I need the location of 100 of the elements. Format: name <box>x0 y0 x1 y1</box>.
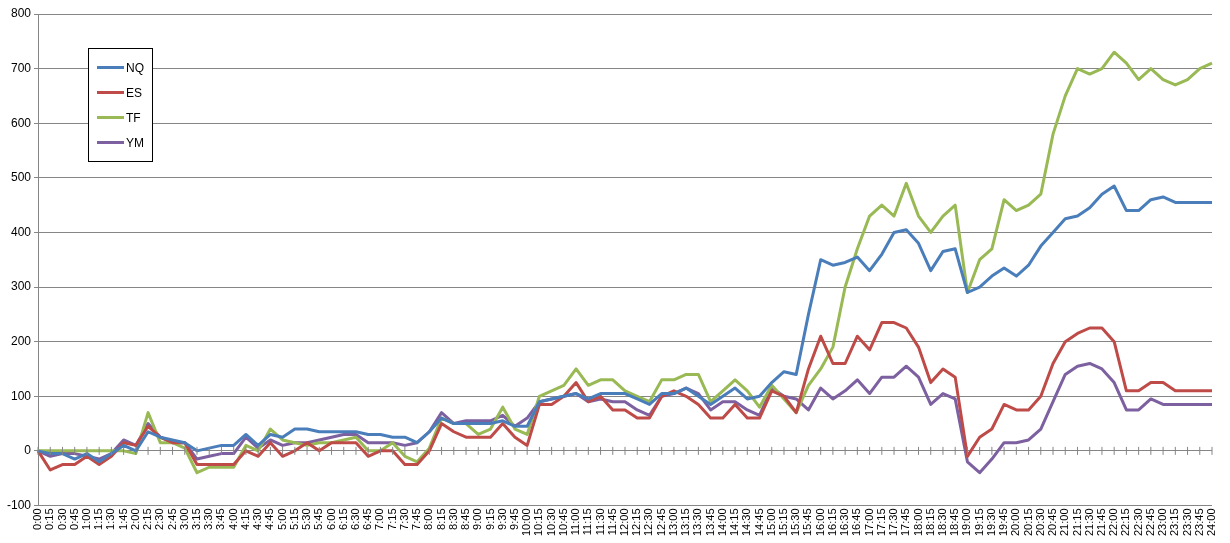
x-tick-label: 3:30 <box>202 508 215 530</box>
x-tick-label: 17:45 <box>899 508 912 536</box>
x-tick-label: 23:45 <box>1192 508 1205 536</box>
x-tick-label: 16:30 <box>838 508 851 536</box>
x-tick-label: 20:45 <box>1046 508 1059 536</box>
x-tick-label: 20:00 <box>1009 508 1022 536</box>
x-tick-label: 13:45 <box>703 508 716 536</box>
x-tick-label: 7:30 <box>397 508 410 530</box>
x-tick-label: 8:15 <box>434 508 447 530</box>
x-tick-label: 10:00 <box>520 508 533 536</box>
x-tick-label: 2:45 <box>165 508 178 530</box>
x-tick-label: 3:45 <box>214 508 227 530</box>
x-tick-label: 12:15 <box>630 508 643 536</box>
x-tick-label: 20:15 <box>1021 508 1034 536</box>
y-tick-label: 400 <box>10 224 32 239</box>
x-tick-label: 6:30 <box>349 508 361 530</box>
x-tick-label: 21:00 <box>1058 508 1071 536</box>
x-tick-label: 12:00 <box>618 508 631 536</box>
x-tick-label: 21:15 <box>1070 508 1083 536</box>
x-tick-label: 16:45 <box>850 508 863 536</box>
x-tick-label: 18:00 <box>911 508 924 536</box>
x-tick-label: 21:45 <box>1094 508 1107 536</box>
y-tick-label: 0 <box>24 443 32 458</box>
legend-label: ES <box>126 85 143 100</box>
x-tick-label: 15:45 <box>801 508 814 536</box>
x-tick-label: 3:15 <box>190 508 203 530</box>
x-tick-label: 5:15 <box>287 508 300 530</box>
x-tick-label: 10:30 <box>544 508 557 536</box>
x-tick-label: 23:15 <box>1168 508 1181 536</box>
x-tick-label: 1:00 <box>79 508 92 530</box>
x-tick-label: 4:00 <box>226 508 239 530</box>
y-tick-label: -100 <box>6 497 32 512</box>
x-tick-label: 18:15 <box>923 508 936 536</box>
y-tick-label: 100 <box>10 388 32 403</box>
x-tick-label: 15:00 <box>764 508 777 536</box>
y-tick-label: 700 <box>10 60 32 75</box>
x-tick-label: 22:15 <box>1119 508 1132 536</box>
x-tick-label: 16:00 <box>813 508 826 536</box>
x-tick-label: 5:45 <box>312 508 325 530</box>
x-tick-label: 9:15 <box>483 508 496 530</box>
x-tick-label: 15:30 <box>789 508 802 536</box>
x-tick-label: 9:30 <box>495 508 508 530</box>
x-tick-label: 4:15 <box>238 508 251 530</box>
x-tick-label: 14:30 <box>740 508 753 536</box>
y-tick-label: 500 <box>10 170 32 185</box>
x-tick-label: 0:45 <box>67 508 80 530</box>
x-tick-label: 22:45 <box>1143 508 1156 536</box>
y-tick-label: 800 <box>10 6 32 21</box>
x-tick-label: 18:30 <box>935 508 948 536</box>
x-tick-label: 0:30 <box>55 508 68 530</box>
x-tick-label: 21:30 <box>1082 508 1095 536</box>
x-tick-label: 4:45 <box>263 508 276 530</box>
x-tick-label: 2:30 <box>153 508 166 530</box>
x-tick-label: 19:30 <box>984 508 997 536</box>
x-tick-label: 18:45 <box>948 508 961 536</box>
x-tick-label: 23:00 <box>1156 508 1169 536</box>
x-tick-label: 13:30 <box>691 508 704 536</box>
x-tick-label: 7:00 <box>373 508 386 530</box>
x-tick-label: 6:00 <box>324 508 337 530</box>
x-tick-label: 11:15 <box>581 508 594 536</box>
legend-label: NQ <box>126 60 144 75</box>
x-tick-label: 8:00 <box>422 508 435 530</box>
x-tick-label: 4:30 <box>251 508 264 530</box>
y-tick-label: 600 <box>10 115 32 130</box>
x-tick-label: 11:30 <box>593 508 606 536</box>
x-tick-label: 11:45 <box>605 508 618 536</box>
x-tick-label: 1:15 <box>92 508 105 530</box>
x-tick-label: 7:15 <box>385 508 398 530</box>
x-tick-label: 2:00 <box>128 508 141 530</box>
x-tick-label: 3:00 <box>177 508 190 530</box>
x-tick-label: 12:30 <box>642 508 655 536</box>
x-tick-label: 23:30 <box>1180 508 1193 536</box>
y-tick-label: 200 <box>10 333 32 348</box>
x-tick-label: 7:45 <box>410 508 423 530</box>
x-tick-label: 12:45 <box>654 508 667 536</box>
x-tick-label: 10:45 <box>556 508 569 536</box>
x-tick-label: 19:15 <box>972 508 985 536</box>
x-tick-label: 1:45 <box>116 508 129 530</box>
x-tick-label: 19:45 <box>997 508 1010 536</box>
legend-label: YM <box>126 135 144 150</box>
x-tick-label: 11:00 <box>569 508 582 536</box>
x-tick-label: 15:15 <box>777 508 790 536</box>
x-tick-label: 0:00 <box>31 508 44 530</box>
x-tick-label: 19:00 <box>960 508 973 536</box>
x-tick-label: 14:15 <box>728 508 741 536</box>
legend-label: TF <box>126 110 141 125</box>
x-tick-label: 17:15 <box>874 508 887 536</box>
x-tick-label: 8:45 <box>459 508 472 530</box>
x-tick-label: 9:45 <box>507 508 520 530</box>
x-tick-label: 5:00 <box>275 508 288 530</box>
x-tick-label: 13:15 <box>679 508 692 536</box>
x-tick-label: 9:00 <box>471 508 484 530</box>
y-tick-label: 300 <box>10 279 32 294</box>
x-tick-label: 14:00 <box>715 508 728 536</box>
x-tick-label: 8:30 <box>446 508 459 530</box>
x-tick-label: 17:00 <box>862 508 875 536</box>
x-tick-label: 2:15 <box>141 508 154 530</box>
x-tick-label: 6:15 <box>336 508 349 530</box>
x-tick-label: 10:15 <box>532 508 545 536</box>
x-tick-label: 20:30 <box>1033 508 1046 536</box>
